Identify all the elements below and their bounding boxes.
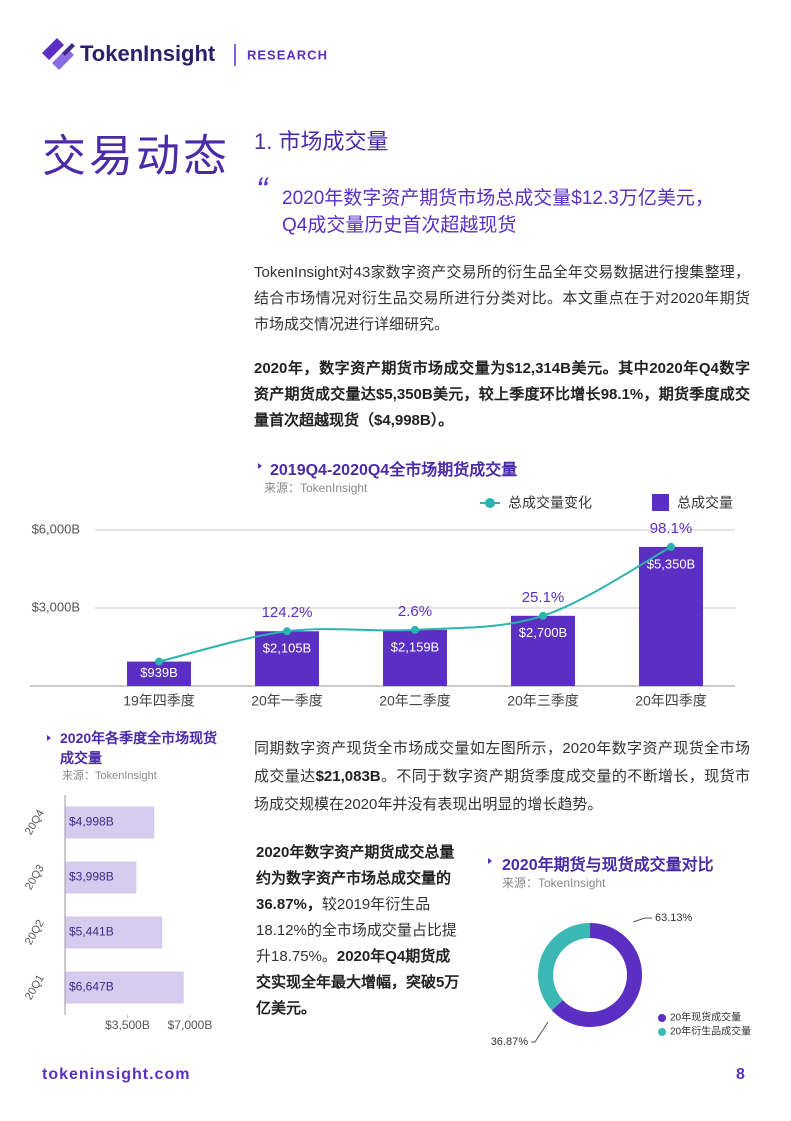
y-tick-label: 20Q3: [23, 863, 47, 892]
bar: [383, 629, 447, 686]
x-tick-label: 20年一季度: [251, 693, 323, 709]
quote-line: 2020年数字资产期货市场总成交量$12.3万亿美元，: [282, 188, 714, 209]
slice-label: 36.87%: [491, 1036, 529, 1048]
title-bullet: [488, 858, 492, 864]
leader-line: [632, 917, 652, 923]
bar-value-label: $5,350B: [647, 556, 695, 571]
donut-slice: [537, 923, 590, 1011]
bar-value-label: $939B: [140, 665, 178, 680]
bar: [65, 806, 155, 839]
title-bullet: [258, 463, 262, 469]
logo: [42, 38, 75, 70]
change-marker: [667, 542, 675, 551]
change-marker: [539, 611, 547, 620]
text: $21,083B: [315, 768, 381, 785]
x-tick-label: $7,000B: [168, 1018, 213, 1032]
legend-label: 20年衍生品成交量: [670, 1025, 751, 1038]
brand: TokenInsight: [80, 41, 216, 66]
donut-slice: [551, 923, 642, 1027]
change-label: 2.6%: [398, 603, 432, 620]
section-title: 交易动态: [42, 132, 230, 181]
page-number: 8: [736, 1066, 745, 1083]
change-label: 98.1%: [650, 520, 693, 537]
text: 2020年数字资产期货成交总量约为数字资产市场总成交量的36.87%，: [256, 844, 455, 913]
bar-value-label: $5,441B: [69, 925, 114, 939]
text: 较2019年衍生品18.12%的全市场成交量占比提升18.75%。: [256, 896, 457, 965]
legend-marker: [658, 1014, 666, 1022]
bar: [255, 631, 319, 686]
legend-swatch: [652, 494, 669, 511]
text: 。不同于数字资产期货季度成交量的不断增长，现货市场成交规模在2020年并没有表现…: [254, 768, 750, 813]
chart-source: 来源：TokenInsight: [502, 876, 606, 890]
chart-title: 2019Q4-2020Q4全市场期货成交量: [270, 462, 518, 479]
y-tick-label: 20Q4: [23, 808, 47, 837]
leader-line: [531, 1021, 549, 1043]
y-tick-label: 20Q1: [23, 973, 47, 1002]
summary-paragraph: 2020年数字资产期货成交总量约为数字资产市场总成交量的36.87%，较2019…: [256, 840, 461, 1022]
intro-paragraph: TokenInsight对43家数字资产交易所的衍生品全年交易数据进行搜集整理，…: [254, 264, 750, 333]
text: 同期数字资产现货全市场成交量如左图所示，2020年数字资产现货全市场成交量达: [254, 740, 750, 785]
footer-site: tokeninsight.com: [42, 1066, 191, 1083]
legend-marker: [658, 1028, 666, 1036]
bar-value-label: $4,998B: [69, 815, 114, 829]
bar: [65, 916, 163, 949]
bar-value-label: $2,700B: [519, 625, 567, 640]
y-tick-label: 20Q2: [23, 918, 47, 947]
x-tick-label: $3,500B: [105, 1018, 150, 1032]
bar: [639, 546, 703, 686]
bar-value-label: $6,647B: [69, 980, 114, 994]
bar-value-label: $2,105B: [263, 641, 311, 656]
quote-line: Q4成交量历史首次超越现货: [282, 215, 517, 236]
chart-source: 来源：TokenInsight: [62, 770, 157, 782]
y-tick-label: $6,000B: [32, 521, 80, 536]
highlight-paragraph: 2020年，数字资产期货市场成交量为$12,314B美元。其中2020年Q4数字…: [254, 360, 750, 429]
subsection-title: 1. 市场成交量: [254, 129, 389, 154]
quote-mark: “: [256, 171, 269, 209]
change-marker: [283, 627, 291, 636]
chart-source: 来源：TokenInsight: [264, 481, 368, 495]
chart-title: 2020年期货与现货成交量对比: [502, 857, 714, 874]
bar: [65, 971, 184, 1004]
bar-value-label: $2,159B: [391, 639, 439, 654]
legend-label: 总成交量变化: [508, 495, 592, 511]
bar-value-label: $3,998B: [69, 870, 114, 884]
spot-paragraph: 同期数字资产现货全市场成交量如左图所示，2020年数字资产现货全市场成交量达$2…: [254, 735, 750, 819]
title-bullet: [47, 735, 51, 741]
bar: [511, 615, 575, 686]
change-label: 25.1%: [522, 589, 565, 606]
legend-label: 总成交量: [677, 495, 733, 511]
x-tick-label: 19年四季度: [123, 693, 195, 709]
change-marker: [155, 657, 163, 666]
bar: [65, 861, 137, 894]
y-tick-label: $3,000B: [32, 599, 80, 614]
legend-marker: [485, 498, 495, 508]
research-label: RESEARCH: [247, 47, 328, 62]
chart-title: 2020年各季度全市场现货成交量: [60, 730, 218, 766]
x-tick-label: 20年二季度: [379, 693, 451, 709]
change-marker: [411, 625, 419, 634]
text: 2020年Q4期货成交实现全年最大增幅，突破5万亿美元。: [256, 948, 460, 1017]
legend-label: 20年现货成交量: [670, 1011, 741, 1024]
bar: [127, 661, 191, 686]
x-tick-label: 20年四季度: [635, 693, 707, 709]
slice-label: 63.13%: [655, 912, 693, 924]
change-label: 124.2%: [262, 604, 313, 621]
x-tick-label: 20年三季度: [507, 693, 579, 709]
